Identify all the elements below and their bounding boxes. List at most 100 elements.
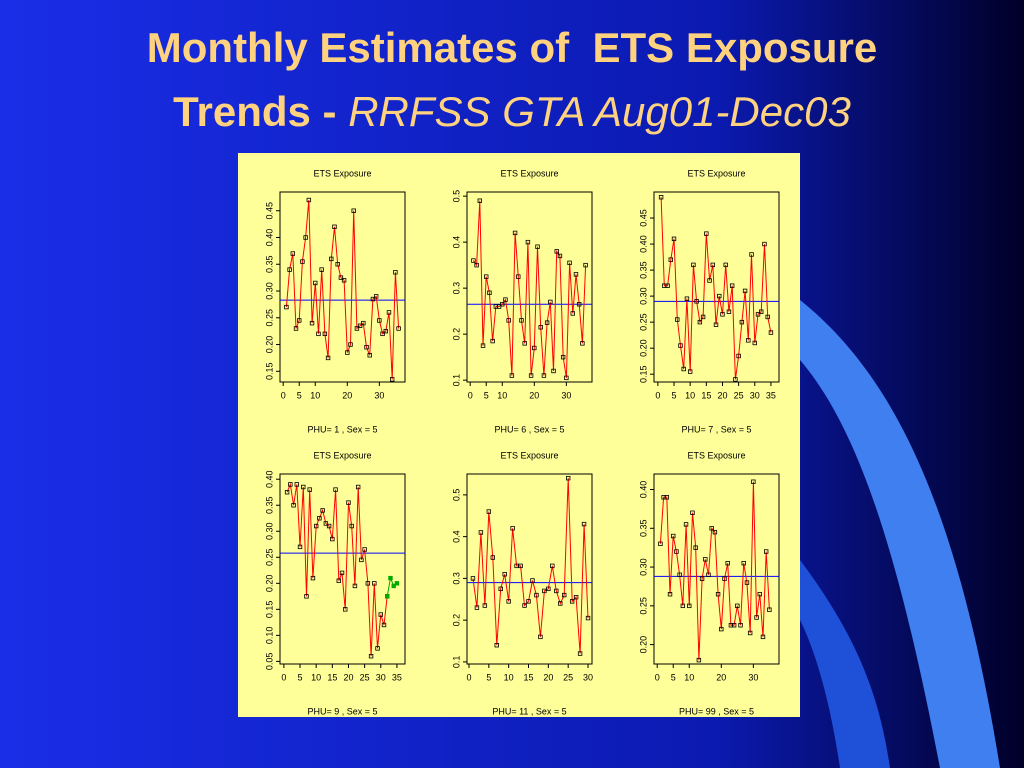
data-point	[291, 503, 296, 508]
data-point	[696, 657, 702, 663]
x-axis-label: PHU= 99 , Sex = 5	[679, 706, 754, 716]
data-point	[357, 323, 363, 329]
slide-title: Monthly Estimates of ETS Exposure	[146, 24, 878, 71]
data-point	[557, 253, 563, 259]
data-point	[683, 522, 689, 527]
data-point	[731, 623, 737, 628]
data-point	[744, 580, 750, 585]
data-point	[368, 653, 374, 659]
data-point	[370, 296, 376, 302]
data-point	[316, 331, 321, 337]
x-tick-label: 10	[684, 672, 694, 682]
x-tick-label: 20	[529, 390, 539, 400]
y-tick-label: 0.40	[638, 235, 648, 253]
data-point	[739, 319, 745, 325]
x-tick-label: 10	[685, 390, 695, 400]
y-tick-label: 0.40	[264, 470, 274, 488]
x-tick-label: 20	[343, 672, 353, 682]
y-tick-label: 0.25	[264, 549, 274, 567]
x-tick-label: 30	[750, 390, 760, 400]
data-point	[290, 251, 296, 256]
x-tick-label: 30	[583, 672, 593, 682]
data-point	[367, 353, 372, 358]
data-point	[733, 377, 738, 382]
data-point	[351, 208, 356, 213]
plot-frame	[653, 473, 780, 665]
data-point	[700, 314, 706, 320]
data-point	[510, 526, 515, 531]
data-point	[388, 575, 393, 581]
x-tick-label: 10	[311, 672, 321, 682]
chart-title: ETS Exposure	[500, 450, 558, 460]
y-tick-label: 0.3	[451, 282, 461, 295]
x-tick-label: 5	[486, 672, 491, 682]
y-tick-label: 0.20	[264, 336, 274, 354]
data-point	[522, 603, 527, 608]
y-tick-label: 0.35	[638, 261, 648, 279]
data-point	[763, 549, 769, 554]
data-point	[754, 615, 759, 620]
chart-title: ETS Exposure	[687, 168, 745, 178]
data-point	[767, 607, 772, 612]
data-point	[287, 267, 292, 272]
data-point	[525, 239, 531, 245]
data-point	[534, 592, 539, 598]
x-tick-label: 5	[298, 672, 303, 682]
data-point	[551, 368, 556, 374]
data-point	[562, 592, 567, 598]
subtitle-italic: RRFSS GTA Aug01-Dec03	[348, 88, 851, 135]
data-point	[325, 355, 331, 361]
y-tick-label: 0.4	[451, 530, 461, 543]
data-point	[381, 622, 387, 628]
y-tick-label: 0.15	[638, 365, 648, 383]
data-point	[477, 198, 483, 203]
data-point	[751, 479, 756, 484]
data-point	[709, 526, 714, 531]
series-line	[472, 200, 587, 378]
data-point	[569, 599, 575, 604]
data-point	[512, 230, 518, 236]
data-point	[506, 318, 511, 323]
data-point	[567, 260, 572, 266]
data-point	[687, 603, 692, 609]
data-point	[383, 328, 388, 334]
y-tick-label: 0.45	[638, 209, 648, 227]
data-point	[380, 331, 385, 337]
data-point	[339, 570, 345, 576]
y-tick-label: 0.2	[451, 614, 461, 627]
data-point	[322, 331, 328, 337]
x-tick-label: 0	[281, 390, 286, 400]
x-tick-label: 0	[655, 390, 660, 400]
y-tick-label: 0.20	[638, 339, 648, 357]
data-point	[490, 555, 495, 560]
data-point	[565, 475, 571, 481]
data-point	[341, 278, 347, 283]
plot-frame	[653, 191, 780, 383]
data-point	[717, 293, 722, 299]
data-point	[677, 572, 682, 578]
y-tick-label: 0.45	[264, 202, 274, 220]
data-point	[329, 256, 334, 262]
x-tick-label: 0	[281, 672, 286, 682]
data-point	[338, 275, 344, 280]
data-point	[509, 373, 515, 378]
x-axis-label: PHU= 1 , Sex = 5	[307, 424, 377, 434]
data-point	[313, 280, 318, 286]
data-point	[538, 634, 543, 640]
x-tick-label: 15	[524, 672, 534, 682]
y-tick-label: 0.05	[264, 653, 274, 671]
data-point	[474, 605, 480, 610]
y-tick-label: 0.25	[638, 597, 648, 615]
data-point	[532, 345, 537, 351]
y-tick-label: 0.20	[264, 575, 274, 593]
swoosh	[800, 560, 890, 768]
data-point	[500, 302, 505, 307]
data-point	[755, 312, 761, 317]
x-tick-label: 0	[468, 390, 473, 400]
data-point	[365, 581, 371, 586]
x-tick-label: 30	[376, 672, 386, 682]
x-axis-label: PHU= 11 , Sex = 5	[492, 706, 566, 716]
data-point	[658, 195, 664, 200]
y-tick-label: 0.4	[451, 236, 461, 249]
